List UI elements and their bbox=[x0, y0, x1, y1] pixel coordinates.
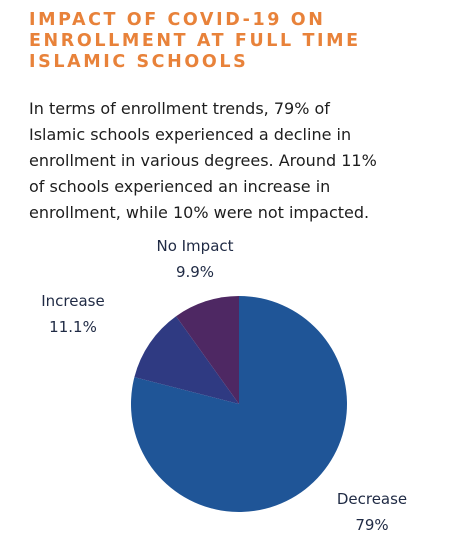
slice-label-decrease: Decrease bbox=[337, 490, 407, 508]
chart-title: IMPACT OF COVID-19 ON ENROLLMENT AT FULL… bbox=[29, 10, 439, 73]
slice-label-no-impact: No Impact bbox=[156, 237, 233, 255]
description-line: enrollment, while 10% were not impacted. bbox=[29, 203, 370, 222]
pie-slices bbox=[130, 296, 347, 512]
pie-slice-no-impact bbox=[176, 296, 239, 404]
description-line: of schools experienced an increase in bbox=[29, 177, 331, 196]
title-line: IMPACT OF COVID-19 ON bbox=[29, 10, 326, 30]
pie-slice-decrease bbox=[130, 296, 347, 512]
description-line: Islamic schools experienced a decline in bbox=[29, 125, 352, 144]
title-line: ENROLLMENT AT FULL TIME bbox=[29, 31, 361, 51]
description-paragraph: In terms of enrollment trends, 79% of Is… bbox=[29, 96, 439, 226]
pie-chart: Decrease 79% Increase 11.1% No Impact 9.9% bbox=[41, 237, 407, 534]
title-line: ISLAMIC SCHOOLS bbox=[29, 52, 249, 72]
description-line: In terms of enrollment trends, 79% of bbox=[29, 99, 330, 118]
slice-value-increase: 11.1% bbox=[49, 318, 97, 336]
pie-labels: Decrease 79% Increase 11.1% No Impact 9.9% bbox=[41, 237, 407, 534]
slice-value-decrease: 79% bbox=[355, 516, 388, 534]
pie-slice-increase bbox=[134, 316, 239, 404]
slice-value-no-impact: 9.9% bbox=[176, 263, 214, 281]
slice-label-increase: Increase bbox=[41, 292, 104, 310]
description-line: enrollment in various degrees. Around 11… bbox=[29, 151, 377, 170]
